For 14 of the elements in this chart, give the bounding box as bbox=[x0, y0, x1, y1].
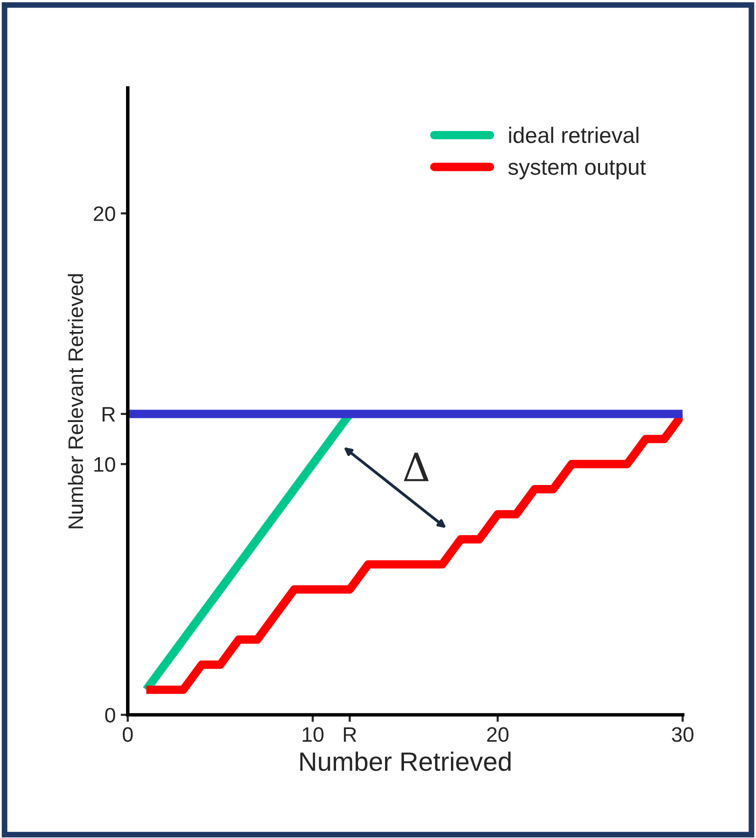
x-tick-label: 20 bbox=[487, 727, 508, 742]
x-tick-label: 10 bbox=[302, 727, 324, 742]
y-axis-title: Number Relevant Retrieved bbox=[68, 274, 84, 528]
x-axis-title: Number Retrieved bbox=[300, 752, 511, 771]
y-tick-label: 10 bbox=[94, 457, 116, 472]
y-tick-label: R bbox=[102, 407, 115, 422]
annotation: Δ bbox=[404, 452, 429, 482]
y-tick-label: 0 bbox=[105, 708, 116, 723]
y-tick-label: 20 bbox=[94, 206, 116, 222]
x-tick-label: 0 bbox=[122, 727, 133, 742]
x-tick-label: 30 bbox=[672, 727, 694, 742]
legend-label: system output bbox=[508, 160, 646, 180]
x-tick-label: R bbox=[344, 727, 356, 742]
legend-label: ideal retrieval bbox=[509, 126, 638, 144]
